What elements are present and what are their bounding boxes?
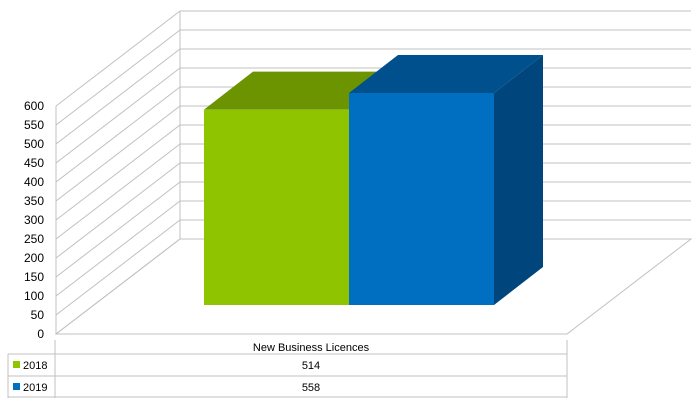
gridline [55,181,181,278]
bar-side-2019 [494,54,543,306]
y-tick-label: 200 [24,251,44,265]
gridline [55,124,181,221]
bar-top-2019 [349,54,543,93]
gridline [55,143,181,240]
category-label: New Business Licences [253,342,370,354]
data-value-2018: 514 [302,360,320,372]
y-tick-label: 300 [24,213,44,227]
y-tick-label: 150 [24,270,44,284]
bar-2019 [349,92,494,306]
y-tick-label: 550 [24,118,44,132]
bar-2018 [204,109,349,306]
data-value-2019: 558 [302,382,320,394]
data-table: New Business Licences 2018 514 2019 558 [7,340,568,398]
chart-floor [54,238,693,335]
y-axis-tick-labels: 0 50 100 150 200 250 300 350 400 450 500 550 600 [24,99,44,341]
gridline [55,29,181,126]
y-tick-label: 400 [24,175,44,189]
gridline [55,219,181,316]
gridline [55,10,181,107]
floor-plane [54,238,693,335]
y-tick-label: 600 [24,99,44,113]
legend-key-2019 [13,383,20,390]
y-tick-label: 350 [24,194,44,208]
gridline [55,86,181,183]
y-tick-label: 50 [31,308,45,322]
y-tick-label: 0 [37,327,44,341]
gridline [55,48,181,145]
legend-label-2019: 2019 [23,382,47,394]
bars [204,54,543,306]
legend-label-2018: 2018 [23,360,47,372]
legend-key-2018 [13,361,20,368]
gridline [55,162,181,259]
gridline [55,67,181,164]
y-tick-label: 450 [24,156,44,170]
y-tick-label: 100 [24,289,44,303]
gridline [55,105,181,202]
y-tick-label: 500 [24,137,44,151]
y-tick-label: 250 [24,232,44,246]
gridline [55,200,181,297]
